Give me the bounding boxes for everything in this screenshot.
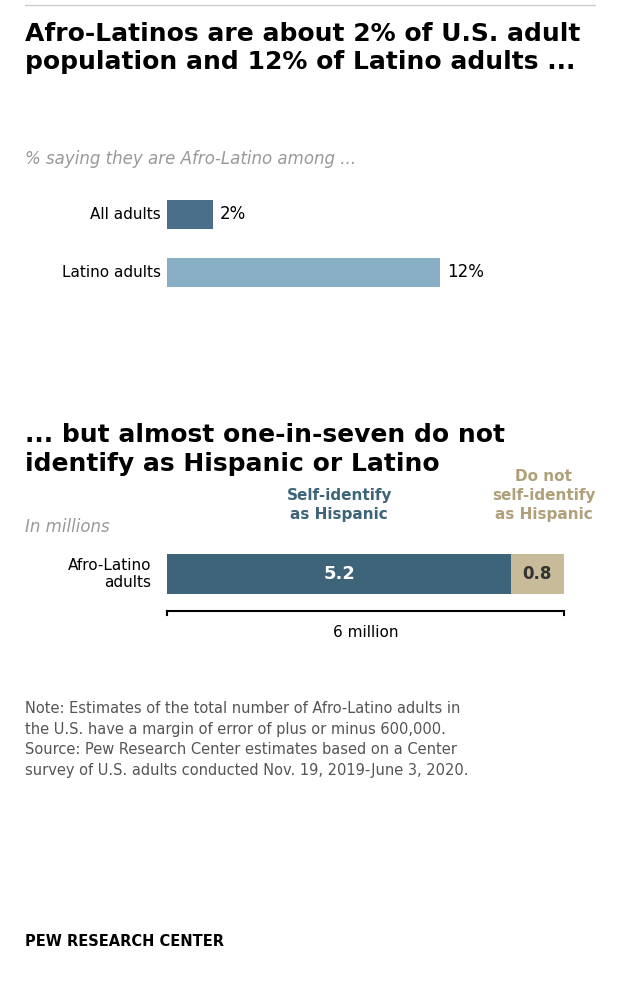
Text: Afro-Latino
adults: Afro-Latino adults [68, 557, 151, 590]
Text: All adults: All adults [90, 206, 161, 222]
Text: 0.8: 0.8 [523, 565, 552, 583]
Text: 2%: 2% [219, 206, 246, 223]
Text: Self-identify
as Hispanic: Self-identify as Hispanic [286, 488, 392, 522]
Text: 5.2: 5.2 [323, 565, 355, 583]
Text: % saying they are Afro-Latino among ...: % saying they are Afro-Latino among ... [25, 150, 356, 168]
Text: 6 million: 6 million [333, 625, 398, 640]
Text: PEW RESEARCH CENTER: PEW RESEARCH CENTER [25, 934, 224, 948]
Bar [167, 553, 511, 594]
Text: Latino adults: Latino adults [61, 265, 161, 280]
Bar [167, 258, 440, 287]
Text: In millions: In millions [25, 518, 109, 535]
Text: ... but almost one-in-seven do not
identify as Hispanic or Latino: ... but almost one-in-seven do not ident… [25, 423, 505, 475]
Text: Note: Estimates of the total number of Afro-Latino adults in
the U.S. have a mar: Note: Estimates of the total number of A… [25, 701, 468, 778]
Bar [167, 200, 213, 229]
Text: Do not
self-identify
as Hispanic: Do not self-identify as Hispanic [492, 469, 595, 522]
Bar [511, 553, 564, 594]
Text: Afro-Latinos are about 2% of U.S. adult
population and 12% of Latino adults ...: Afro-Latinos are about 2% of U.S. adult … [25, 22, 580, 74]
Text: 12%: 12% [447, 264, 484, 282]
